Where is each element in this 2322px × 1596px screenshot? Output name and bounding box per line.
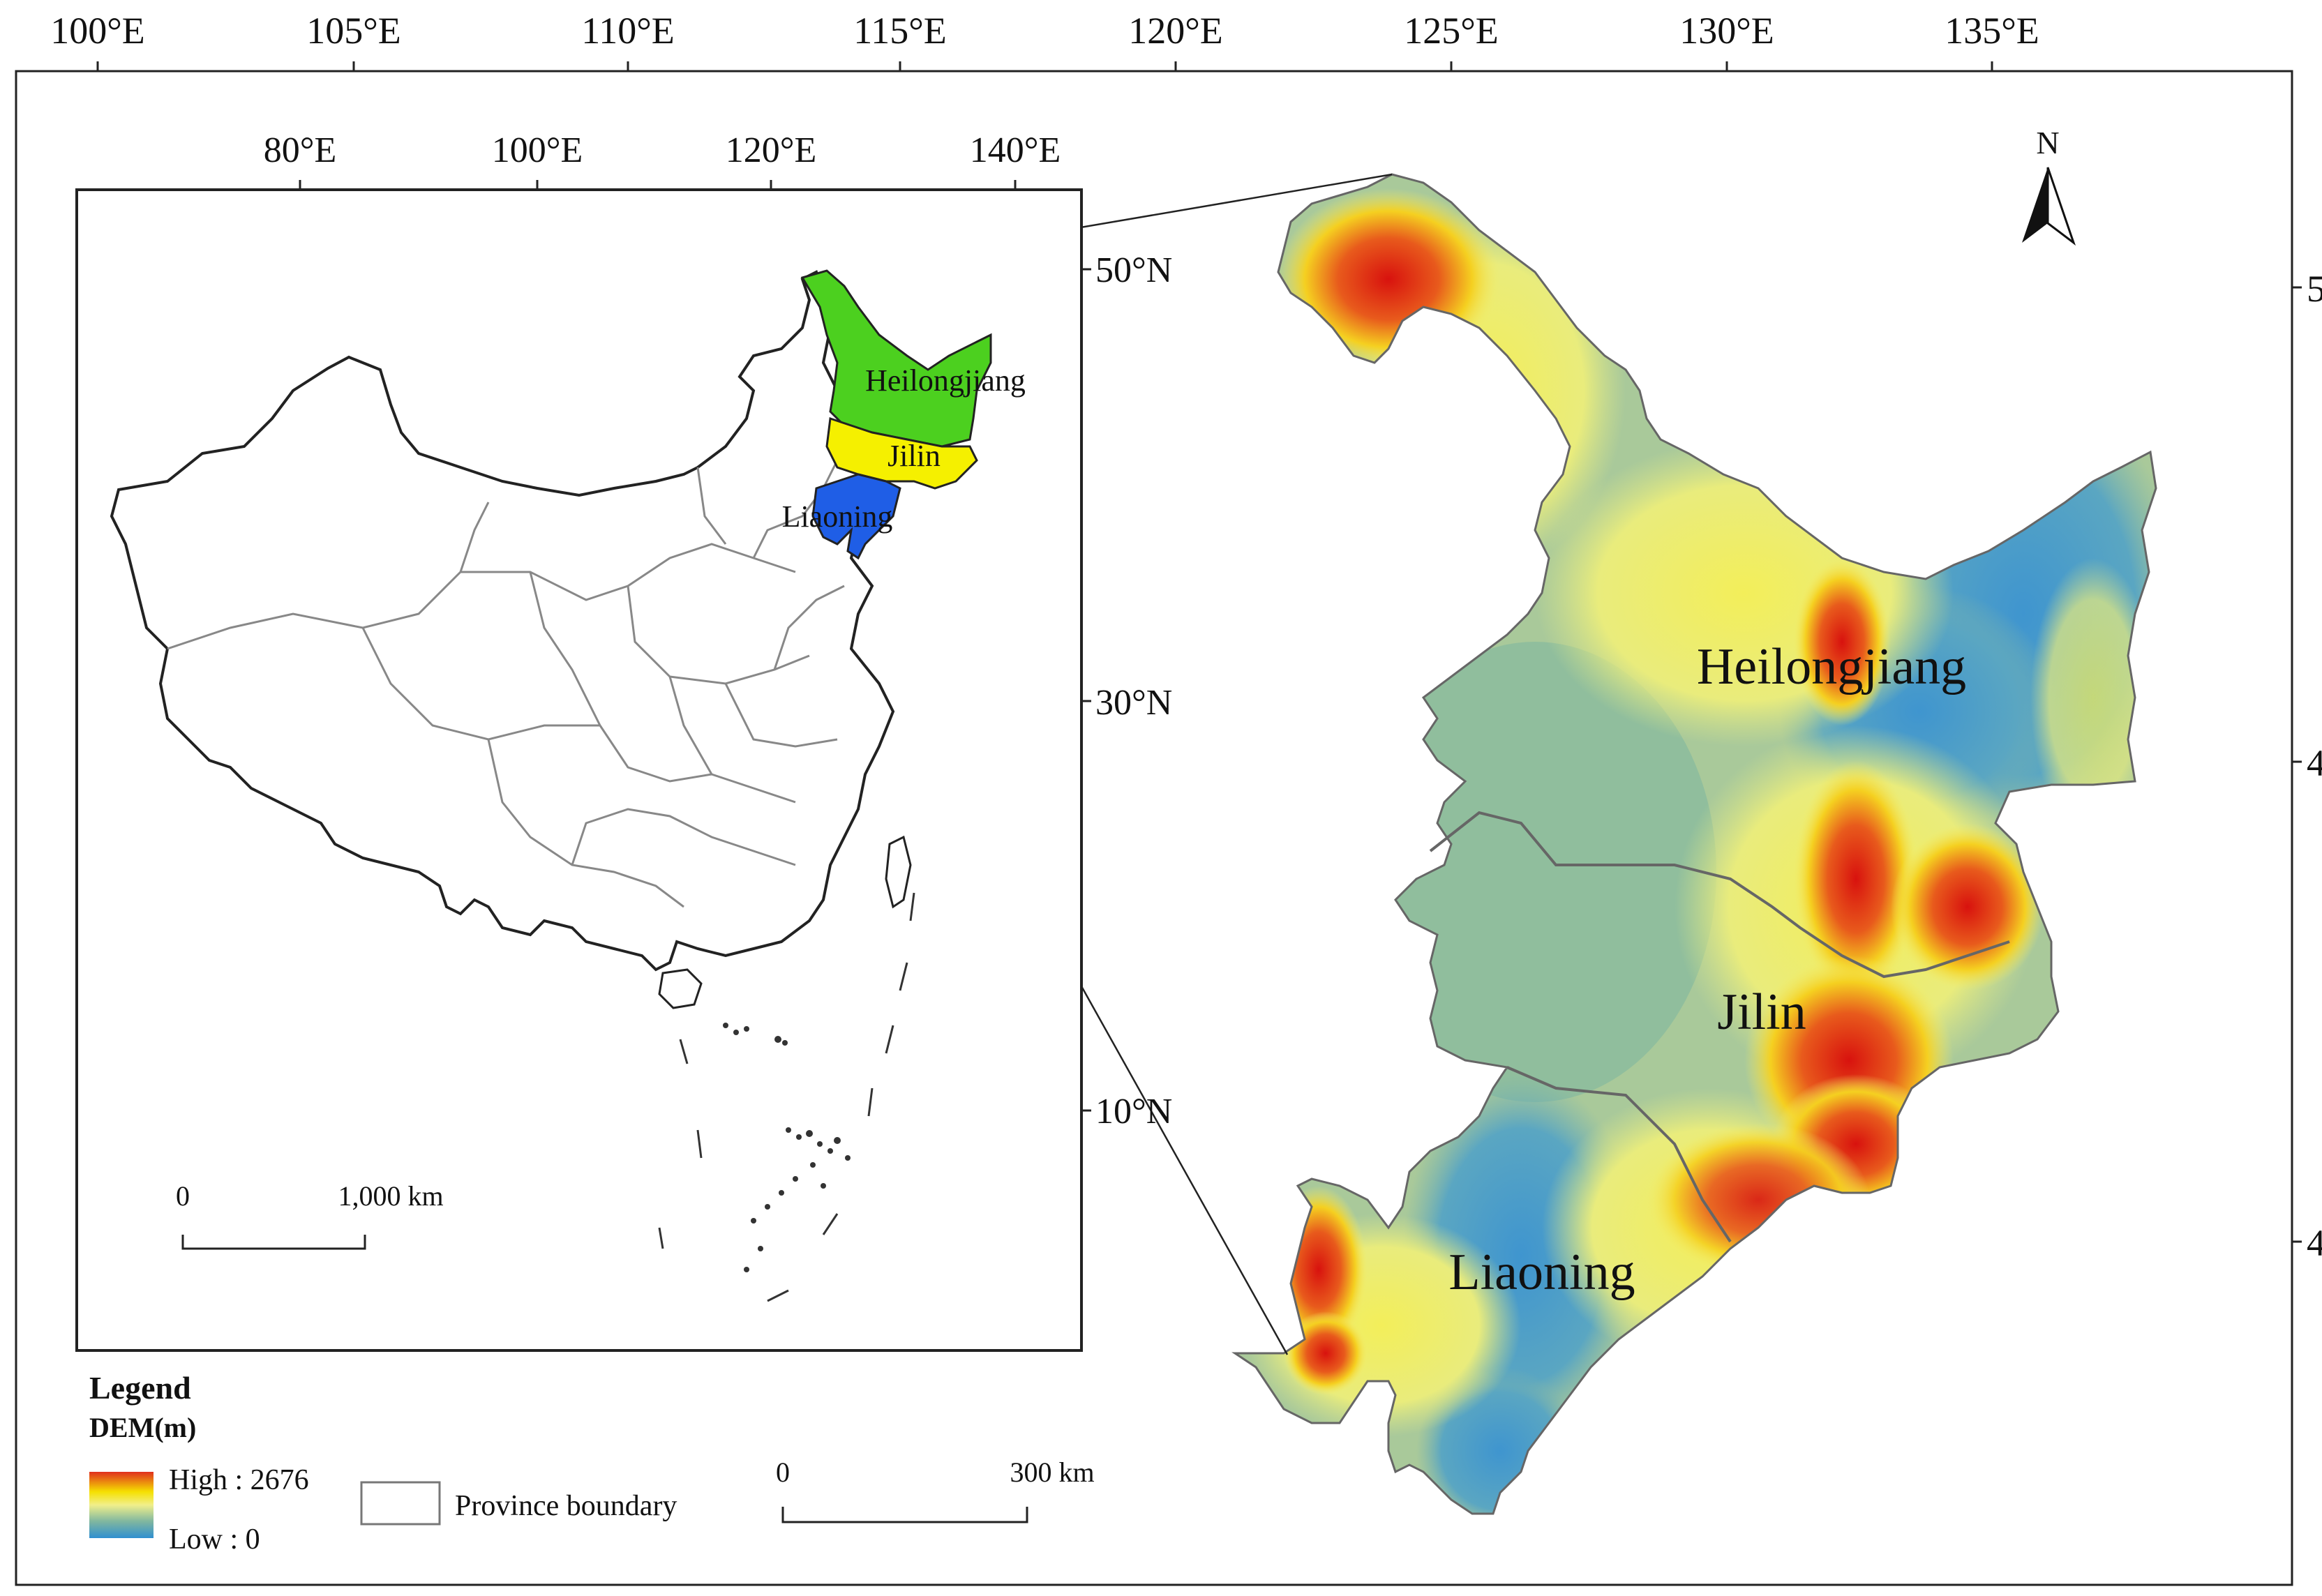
northeast-dem-map: Heilongjiang Jilin Liaoning xyxy=(1234,173,2157,1515)
lon-tick-label: 105°E xyxy=(306,10,401,52)
jilin-liaoning-boundary xyxy=(1506,1066,1732,1243)
lat-tick-label: 45°N xyxy=(2307,742,2322,784)
china-outline xyxy=(110,270,909,972)
inset-liaoning xyxy=(811,473,901,560)
inset-province-lines xyxy=(167,460,845,908)
inset-scale-bar: 0 1,000 km xyxy=(176,1180,444,1250)
inset-lon-tick-label: 120°E xyxy=(726,130,817,170)
lon-tick-label: 115°E xyxy=(853,10,947,52)
main-map-frame xyxy=(15,70,2293,1586)
inset-lat-tick-label: 50°N xyxy=(1095,250,1172,290)
heilongjiang-jilin-boundary xyxy=(1429,811,2010,979)
inset-lon-tick-label: 80°E xyxy=(264,130,337,170)
inset-lon-tick-label: 100°E xyxy=(492,130,583,170)
lat-tick-label: 50°N xyxy=(2307,268,2322,310)
province-boundary-swatch xyxy=(360,1481,441,1526)
lat-tick-label: 40°N xyxy=(2307,1222,2322,1264)
tick-mark xyxy=(96,61,1993,71)
inset-label-heilongjiang: Heilongjiang xyxy=(865,363,1026,398)
main-label-heilongjiang: Heilongjiang xyxy=(1697,638,1966,695)
north-arrow-icon xyxy=(2022,167,2048,243)
lon-tick-label: 110°E xyxy=(581,10,675,52)
inset-lon-tick-label: 140°E xyxy=(970,130,1061,170)
legend-low-label: Low : 0 xyxy=(169,1523,260,1556)
main-right-ticks: 50°N 45°N 40°N xyxy=(2292,268,2322,1264)
legend: Legend DEM(m) High : 2676 Low : 0 Provin… xyxy=(89,1370,677,1556)
inset-lat-tick-label: 10°N xyxy=(1095,1092,1172,1131)
hainan-island xyxy=(658,968,703,1009)
tick-mark xyxy=(2292,286,2302,1243)
inset-jilin xyxy=(825,416,978,490)
legend-high-label: High : 2676 xyxy=(169,1464,309,1496)
inset-label-liaoning: Liaoning xyxy=(782,499,893,534)
south-china-sea-islands xyxy=(723,1023,851,1272)
tick-mark xyxy=(299,180,1091,1112)
main-label-liaoning: Liaoning xyxy=(1448,1244,1635,1301)
lon-tick-label: 130°E xyxy=(1679,10,1774,52)
inset-heilongjiang xyxy=(800,269,992,448)
lon-tick-label: 125°E xyxy=(1404,10,1499,52)
nine-dash-line xyxy=(658,892,915,1302)
lon-tick-label: 135°E xyxy=(1945,10,2039,52)
main-label-jilin: Jilin xyxy=(1717,984,1806,1041)
dem-color-ramp xyxy=(89,1472,153,1538)
main-scale-bar: 0 300 km xyxy=(776,1456,1095,1523)
scale-start-label: 0 xyxy=(776,1456,790,1488)
inset-map: 80°E 100°E 120°E 140°E 50°N 30°N 10°N xyxy=(75,130,1172,1352)
legend-boundary-label: Province boundary xyxy=(455,1490,677,1522)
inset-scale-start-label: 0 xyxy=(176,1180,190,1212)
main-top-ticks: 100°E 105°E 110°E 115°E 120°E 125°E 130°… xyxy=(50,10,2039,71)
legend-title: Legend xyxy=(89,1370,191,1406)
inset-lat-tick-label: 30°N xyxy=(1095,683,1172,723)
lon-tick-label: 120°E xyxy=(1128,10,1223,52)
north-arrow-label: N xyxy=(2036,125,2059,160)
inset-label-jilin: Jilin xyxy=(887,439,941,473)
taiwan-island xyxy=(885,835,912,909)
legend-dem-title: DEM(m) xyxy=(89,1412,196,1443)
north-arrow: N xyxy=(2022,125,2076,246)
lon-tick-label: 100°E xyxy=(50,10,145,52)
inset-scale-end-label: 1,000 km xyxy=(338,1180,443,1212)
scale-end-label: 300 km xyxy=(1010,1456,1094,1488)
